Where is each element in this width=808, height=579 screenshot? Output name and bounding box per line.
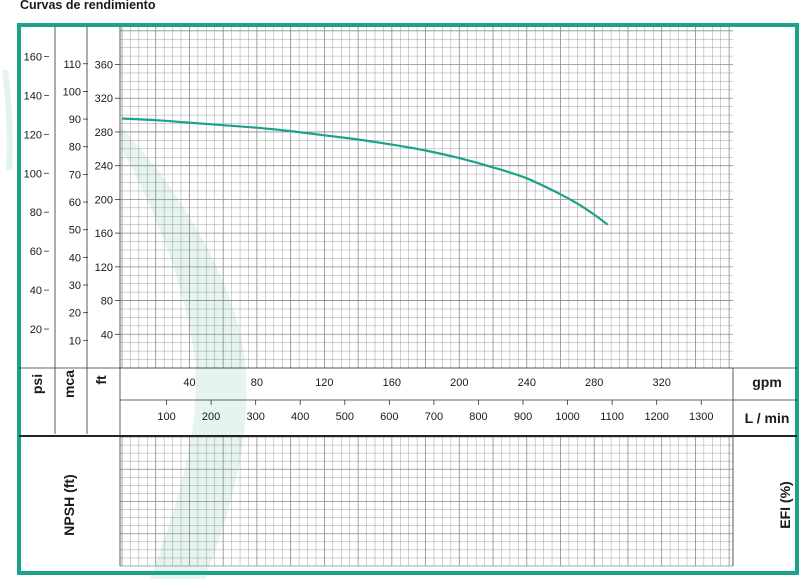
lmin-tick-label: 900 (514, 411, 532, 423)
ft-tick-label: 280 (95, 127, 113, 139)
lmin-tick-label: 1300 (689, 411, 713, 423)
mca-tick-label: 40 (69, 252, 81, 264)
grid-lines (120, 27, 733, 567)
outer-frame (17, 23, 799, 575)
lmin-tick-label: 800 (469, 411, 487, 423)
lmin-tick-label: 700 (425, 411, 443, 423)
mca-tick-label: 70 (69, 169, 81, 181)
ft-tick-label: 120 (95, 262, 113, 274)
lmin-tick-label: 300 (246, 411, 264, 423)
mca-tick-label: 60 (69, 197, 81, 209)
mca-tick-label: 90 (69, 114, 81, 126)
ft-tick-label: 40 (101, 329, 113, 341)
lmin-tick-label: 200 (202, 411, 220, 423)
gpm-tick-label: 120 (315, 377, 333, 389)
psi-tick-label: 20 (30, 324, 42, 336)
mca-tick-label: 10 (69, 335, 81, 347)
efi-axis-label: EFI (%) (777, 481, 793, 528)
chart-title: Curvas de rendimiento (20, 0, 156, 12)
mca-tick-label: 110 (63, 59, 81, 71)
lmin-tick-label: 1000 (555, 411, 579, 423)
mca-tick-label: 20 (69, 308, 81, 320)
gpm-axis-label: gpm (752, 374, 782, 390)
lmin-tick-label: 500 (336, 411, 354, 423)
ft-tick-label: 320 (95, 93, 113, 105)
psi-tick-label: 40 (30, 285, 42, 297)
psi-tick-label: 100 (24, 168, 42, 180)
gpm-tick-label: 200 (450, 377, 468, 389)
npsh-axis-label: NPSH (ft) (61, 474, 77, 535)
mca-tick-label: 30 (69, 280, 81, 292)
performance-curve-0 (121, 117, 609, 226)
ft-tick-label: 160 (95, 228, 113, 240)
ft-tick-label: 80 (101, 296, 113, 308)
psi-tick-label: 120 (24, 129, 42, 141)
psi-tick-label: 140 (24, 90, 42, 102)
gpm-tick-label: 160 (383, 377, 401, 389)
gpm-tick-label: 40 (183, 377, 195, 389)
axis-labels: 20 40 60 80 100 120 140 160 10 20 30 40 50 60 70 80 90 10… (24, 51, 793, 535)
ft-tick-label: 240 (95, 161, 113, 173)
gpm-tick-label: 80 (251, 377, 263, 389)
mca-tick-label: 50 (69, 225, 81, 237)
watermark-accent (2, 70, 13, 170)
lmin-tick-label: 1200 (644, 411, 668, 423)
watermark-shape (122, 128, 247, 579)
ft-axis-label: ft (93, 375, 109, 385)
lmin-axis-label: L / min (745, 410, 790, 426)
lmin-tick-label: 1100 (600, 411, 624, 423)
gpm-tick-label: 320 (653, 377, 671, 389)
plot-area (121, 117, 609, 226)
psi-tick-label: 60 (30, 246, 42, 258)
psi-tick-label: 80 (30, 207, 42, 219)
mca-tick-label: 80 (69, 142, 81, 154)
lmin-tick-label: 600 (380, 411, 398, 423)
ft-tick-label: 200 (95, 194, 113, 206)
psi-axis-label: psi (29, 374, 45, 394)
mca-tick-label: 100 (63, 86, 81, 98)
gpm-tick-label: 280 (585, 377, 603, 389)
gpm-tick-label: 240 (518, 377, 536, 389)
watermark-swoosh (2, 70, 247, 579)
lmin-tick-label: 100 (157, 411, 175, 423)
mca-axis-label: mca (61, 370, 77, 398)
ft-tick-label: 360 (95, 60, 113, 72)
lmin-tick-label: 400 (291, 411, 309, 423)
psi-tick-label: 160 (24, 51, 42, 63)
chart-frame (17, 23, 799, 575)
